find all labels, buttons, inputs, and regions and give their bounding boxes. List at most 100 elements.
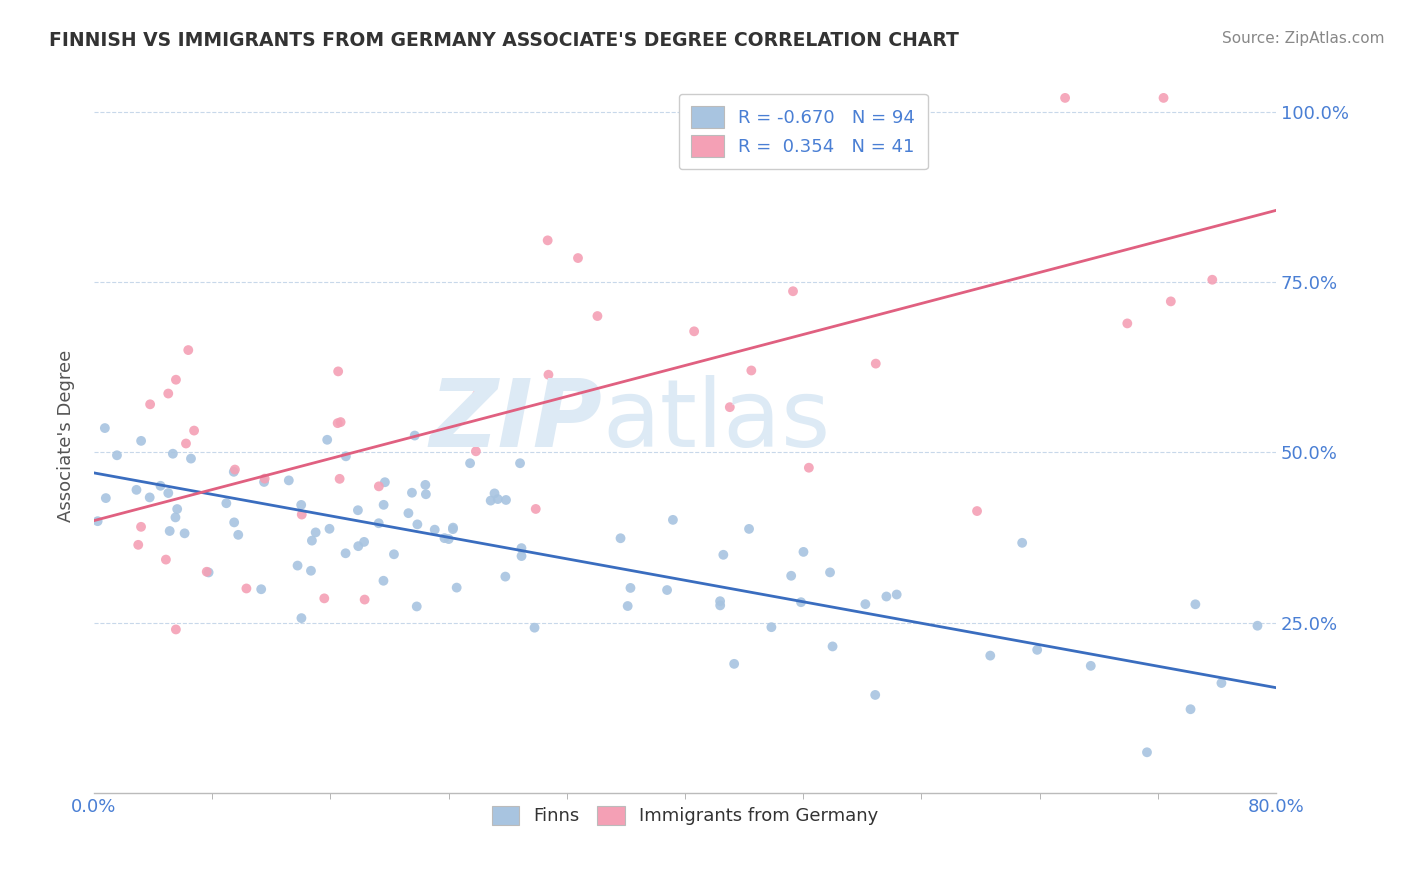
- Point: [797, 460, 820, 475]
- Point: [125, 483, 148, 497]
- Point: [465, 388, 488, 402]
- Point: [523, 621, 546, 635]
- Point: [979, 648, 1001, 663]
- Point: [290, 611, 312, 625]
- Point: [818, 566, 841, 580]
- Y-axis label: Associate's Degree: Associate's Degree: [58, 350, 75, 522]
- Point: [180, 451, 202, 466]
- Point: [537, 368, 560, 382]
- Text: atlas: atlas: [602, 375, 831, 467]
- Point: [1160, 294, 1182, 309]
- Point: [162, 447, 184, 461]
- Point: [235, 582, 257, 596]
- Point: [166, 502, 188, 516]
- Point: [94, 491, 117, 505]
- Point: [718, 400, 741, 414]
- Point: [780, 568, 803, 582]
- Point: [401, 485, 423, 500]
- Point: [1011, 536, 1033, 550]
- Point: [328, 364, 350, 378]
- Point: [396, 506, 419, 520]
- Point: [1054, 91, 1077, 105]
- Point: [226, 528, 249, 542]
- Point: [329, 415, 352, 429]
- Point: [347, 503, 370, 517]
- Point: [723, 657, 745, 671]
- Point: [157, 486, 180, 500]
- Point: [1026, 643, 1049, 657]
- Point: [215, 496, 238, 510]
- Point: [197, 566, 219, 580]
- Point: [709, 594, 731, 608]
- Point: [709, 599, 731, 613]
- Point: [875, 590, 897, 604]
- Point: [662, 513, 685, 527]
- Point: [404, 428, 426, 442]
- Point: [1201, 273, 1223, 287]
- Text: Source: ZipAtlas.com: Source: ZipAtlas.com: [1222, 31, 1385, 46]
- Point: [486, 491, 509, 506]
- Point: [616, 599, 638, 613]
- Point: [484, 486, 506, 500]
- Point: [1136, 745, 1159, 759]
- Point: [149, 479, 172, 493]
- Point: [441, 522, 464, 536]
- Point: [1180, 702, 1202, 716]
- Point: [159, 524, 181, 538]
- Point: [415, 487, 437, 501]
- Point: [94, 421, 117, 435]
- Point: [655, 582, 678, 597]
- Point: [423, 523, 446, 537]
- Point: [373, 574, 395, 588]
- Point: [761, 620, 783, 634]
- Point: [129, 434, 152, 448]
- Point: [586, 309, 609, 323]
- Point: [353, 592, 375, 607]
- Point: [382, 547, 405, 561]
- Point: [1246, 618, 1268, 632]
- Point: [335, 546, 357, 560]
- Point: [173, 526, 195, 541]
- Point: [609, 531, 631, 545]
- Point: [619, 581, 641, 595]
- Point: [437, 532, 460, 546]
- Point: [127, 538, 149, 552]
- Point: [415, 478, 437, 492]
- Point: [537, 233, 560, 247]
- Point: [966, 504, 988, 518]
- Point: [277, 474, 299, 488]
- Point: [470, 433, 492, 447]
- Point: [1116, 317, 1139, 331]
- Point: [446, 581, 468, 595]
- Point: [105, 448, 128, 462]
- Point: [1080, 658, 1102, 673]
- Point: [155, 552, 177, 566]
- Point: [174, 436, 197, 450]
- Legend: Finns, Immigrants from Germany: Finns, Immigrants from Germany: [482, 797, 887, 834]
- Point: [790, 595, 813, 609]
- Point: [367, 479, 389, 493]
- Point: [138, 491, 160, 505]
- Point: [301, 533, 323, 548]
- Point: [792, 545, 814, 559]
- Point: [495, 492, 517, 507]
- Point: [157, 386, 180, 401]
- Point: [821, 640, 844, 654]
- Point: [224, 516, 246, 530]
- Point: [464, 444, 486, 458]
- Point: [367, 516, 389, 531]
- Point: [318, 522, 340, 536]
- Point: [509, 456, 531, 470]
- Point: [433, 531, 456, 545]
- Point: [183, 424, 205, 438]
- Point: [510, 549, 533, 563]
- Point: [782, 284, 804, 298]
- Point: [347, 539, 370, 553]
- Point: [222, 465, 245, 479]
- Point: [406, 517, 429, 532]
- Point: [139, 397, 162, 411]
- Point: [494, 569, 516, 583]
- Point: [287, 558, 309, 573]
- Point: [1211, 676, 1233, 690]
- Point: [524, 502, 547, 516]
